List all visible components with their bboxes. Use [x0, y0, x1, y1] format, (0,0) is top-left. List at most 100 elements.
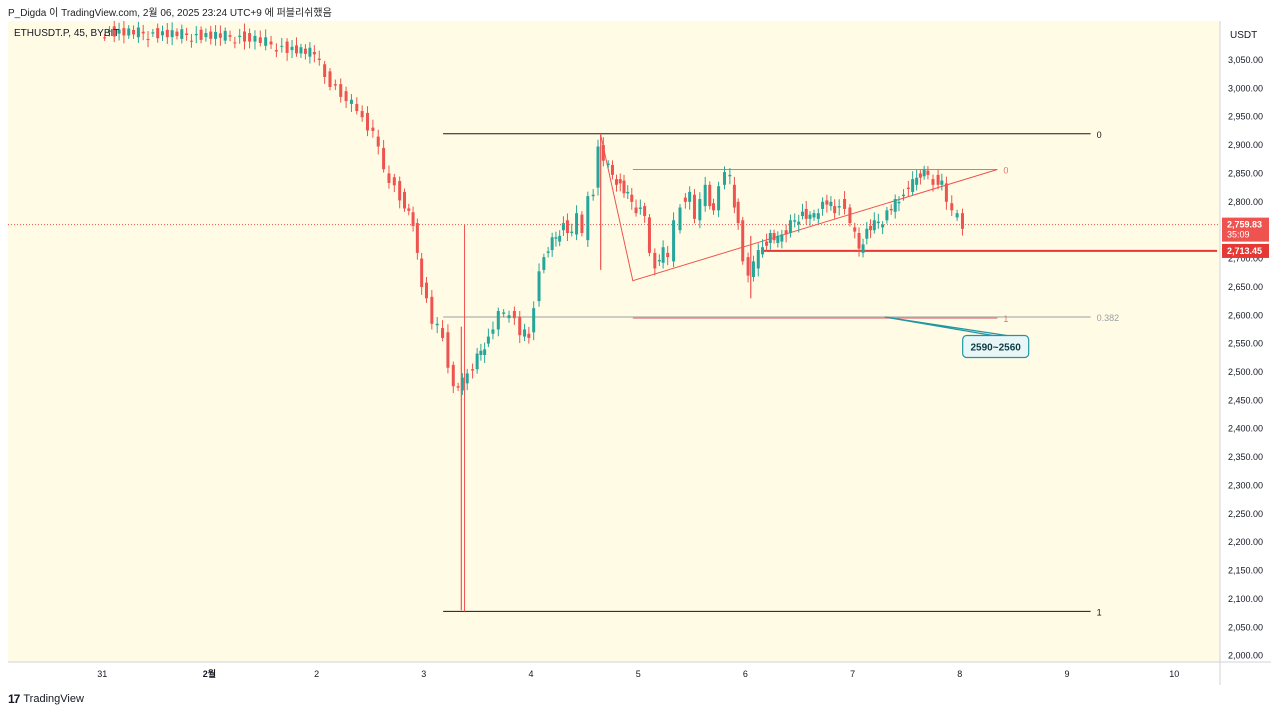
- price-tick: 2,350.00: [1228, 452, 1263, 462]
- candle-body: [460, 377, 464, 391]
- candle-body: [717, 186, 721, 211]
- candle-body: [756, 250, 760, 269]
- candle-body: [761, 247, 765, 255]
- price-tick: 2,400.00: [1228, 424, 1263, 434]
- candle-body: [502, 312, 506, 314]
- candle-body: [146, 39, 150, 41]
- candle-body: [371, 127, 375, 131]
- callout-pointer: [884, 316, 1007, 337]
- candle-body: [165, 29, 169, 38]
- level-lines: 0 1 0 1 0.382: [8, 130, 1220, 617]
- candle-body: [561, 223, 565, 231]
- price-tick: 2,700.00: [1228, 254, 1263, 264]
- candle-body: [328, 71, 332, 87]
- candle-body: [736, 201, 740, 224]
- candle-body: [915, 177, 919, 185]
- candle-body: [728, 174, 732, 177]
- candle-body: [308, 47, 312, 57]
- candle-body: [885, 210, 889, 221]
- price-callout: 2590~2560: [884, 316, 1030, 359]
- candle-body: [258, 37, 262, 43]
- candle-body: [732, 184, 736, 208]
- candle-body: [269, 41, 273, 45]
- candle-body: [647, 217, 651, 253]
- candle-body: [132, 29, 136, 35]
- price-tick: 2,300.00: [1228, 480, 1263, 490]
- candle-body: [622, 180, 626, 194]
- price-tick: 2,800.00: [1228, 197, 1263, 207]
- price-tick: 3,050.00: [1228, 55, 1263, 65]
- price-tick: 2,900.00: [1228, 140, 1263, 150]
- candle-body: [672, 220, 676, 262]
- candle-body: [800, 211, 804, 217]
- time-tick: 2월: [203, 668, 216, 679]
- candle-body: [797, 221, 801, 225]
- candle-body: [117, 29, 121, 34]
- candle-body: [532, 308, 536, 333]
- candle-body: [312, 51, 316, 55]
- price-tick: 2,150.00: [1228, 566, 1263, 576]
- candle-body: [565, 220, 569, 234]
- candle-body: [333, 84, 337, 86]
- candle-body: [575, 213, 579, 235]
- price-tag-label: 2,713.45: [1227, 246, 1262, 256]
- candle-body: [218, 33, 222, 38]
- candle-body: [317, 58, 321, 61]
- candle-body: [403, 191, 407, 209]
- candle-body: [788, 220, 792, 234]
- candle-body: [768, 233, 772, 243]
- wedge-lines: [600, 134, 998, 282]
- candle-body: [580, 214, 584, 234]
- candle-body: [248, 33, 252, 42]
- candle-body: [833, 206, 837, 214]
- candle-body: [692, 194, 696, 219]
- candle-body: [950, 203, 954, 211]
- candle-body: [793, 220, 797, 222]
- candle-body: [398, 181, 402, 201]
- time-tick: 31: [97, 669, 107, 679]
- time-tick: 3: [421, 669, 426, 679]
- candle-body: [683, 197, 687, 202]
- candle-body: [366, 112, 370, 131]
- price-tick: 2,950.00: [1228, 112, 1263, 122]
- candle-body: [853, 227, 857, 232]
- candle-body: [606, 163, 610, 165]
- time-tick: 6: [743, 669, 748, 679]
- candle-body: [722, 172, 726, 185]
- candle-body: [303, 48, 307, 54]
- candle-body: [596, 146, 600, 188]
- candle-body: [204, 32, 208, 38]
- candle-body: [926, 170, 930, 175]
- time-tick: 2: [314, 669, 319, 679]
- candle-body: [643, 206, 647, 217]
- candle-body: [666, 252, 670, 258]
- candle-body: [865, 228, 869, 239]
- price-tick: 2,250.00: [1228, 509, 1263, 519]
- candle-body: [456, 386, 460, 388]
- candle-body: [821, 201, 825, 209]
- candle-body: [558, 235, 562, 242]
- wedge-pattern: [600, 134, 998, 282]
- candle-body: [223, 30, 227, 41]
- candle-body: [161, 31, 164, 36]
- candle-body: [712, 203, 716, 211]
- candle-body: [610, 164, 614, 175]
- candle-body: [209, 31, 213, 39]
- level-label-fib1-black: 1: [1097, 607, 1102, 617]
- candle-body: [151, 32, 155, 34]
- candle-body: [486, 336, 490, 344]
- candle-body: [678, 207, 682, 231]
- candle-body: [837, 206, 841, 208]
- candle-body: [703, 184, 707, 207]
- candle-body: [911, 179, 915, 192]
- candle-body: [264, 37, 268, 46]
- candle-body: [808, 214, 812, 219]
- currency-label: USDT: [1230, 30, 1257, 41]
- candle-body: [323, 64, 327, 78]
- chart-frame[interactable]: 0 1 0 1 0.382 2590~2560 2,000.00 2,050.00 2,10…: [8, 21, 1271, 685]
- candle-body: [634, 207, 638, 214]
- candle-body: [360, 111, 364, 118]
- candle-body: [382, 147, 386, 170]
- candle-body: [199, 29, 203, 40]
